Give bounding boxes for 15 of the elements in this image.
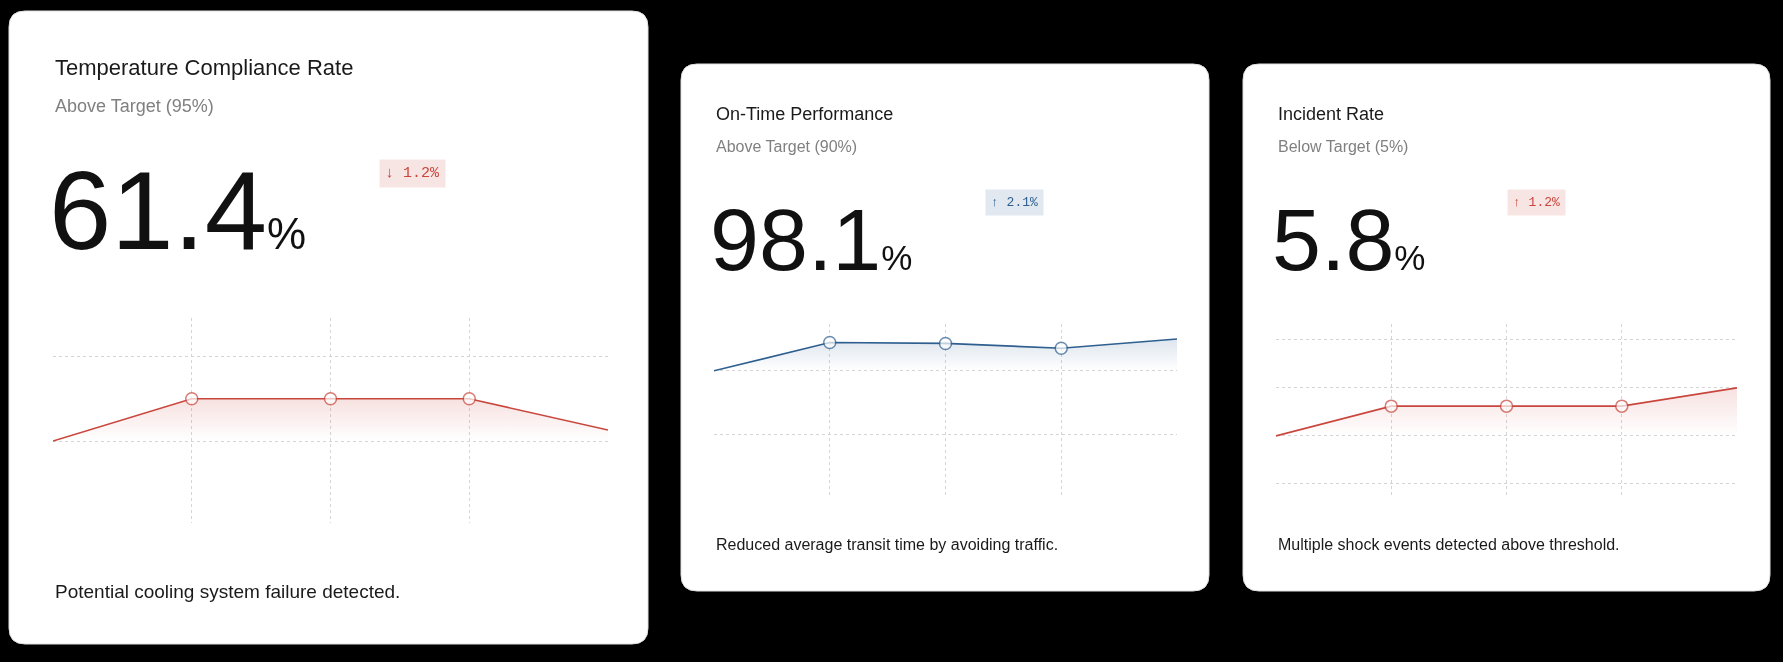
chart-subtitle: Above Target (90%): [716, 138, 858, 155]
text: Multiple shock events detected above threshold.: [1278, 536, 1620, 553]
text: ↑ 2.1%: [991, 195, 1039, 210]
text: Potential cooling system failure detected.: [55, 581, 401, 602]
chart-title: Temperature Compliance Rate: [55, 55, 354, 80]
text: ↑ 1.2%: [1513, 195, 1561, 210]
chart-subtitle: Above Target (95%): [55, 96, 214, 116]
chart-title: On-Time Performance: [716, 104, 894, 124]
text: ↓ 1.2%: [385, 165, 441, 182]
text: 5.8%: [1272, 190, 1426, 289]
text: 98.1%: [710, 190, 913, 289]
text: Reduced average transit time by avoiding traffic.: [716, 536, 1059, 553]
text: 61.4%: [49, 148, 307, 273]
chart-subtitle: Below Target (5%): [1278, 138, 1409, 155]
chart-title: Incident Rate: [1278, 104, 1385, 124]
